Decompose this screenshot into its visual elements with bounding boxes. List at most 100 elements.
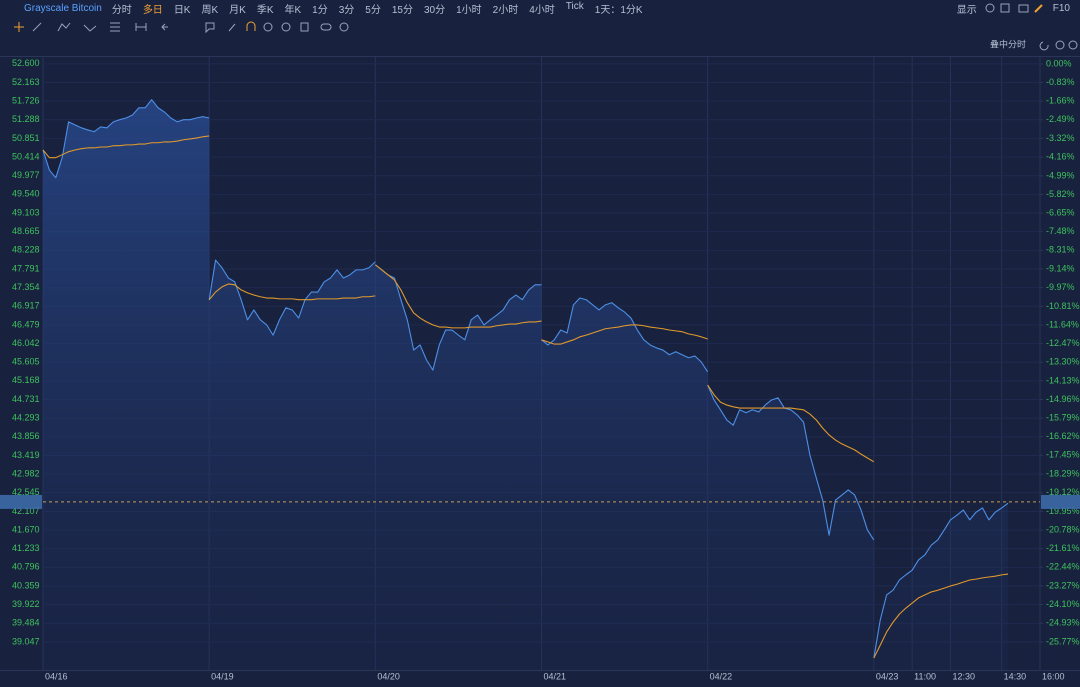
magnet-tool[interactable]: [246, 21, 256, 31]
y-tick-label: 44.293: [12, 413, 40, 423]
period-tab[interactable]: 分时: [111, 4, 132, 16]
period-tab[interactable]: 1分: [312, 4, 328, 16]
undo-tool[interactable]: [161, 23, 168, 31]
toolbar-right: 显示 F10: [957, 0, 1070, 16]
x-tick-label: 16:00: [1042, 671, 1065, 681]
range-tool[interactable]: [135, 23, 147, 31]
y2-tick-label: -9.97%: [1046, 282, 1075, 292]
period-tab[interactable]: 1天：1分K: [594, 4, 643, 16]
y-tick-label: 43.856: [12, 431, 40, 441]
y2-tick-label: -23.27%: [1046, 580, 1080, 590]
y-tick-label: 45.605: [12, 357, 40, 367]
period-tab[interactable]: 15分: [391, 4, 413, 16]
y-tick-label: 43.419: [12, 450, 40, 460]
y-tick-label: 42.107: [12, 506, 40, 516]
settings-icon[interactable]: [985, 3, 995, 13]
period-tab[interactable]: 2小时: [492, 4, 519, 16]
period-tab[interactable]: 季K: [256, 4, 274, 16]
x-tick-label: 14:30: [1004, 671, 1027, 681]
y-tick-label: 47.354: [12, 282, 40, 292]
link-tool[interactable]: [320, 23, 332, 31]
period-tab[interactable]: 月K: [229, 4, 246, 16]
price-area: [43, 99, 1009, 670]
y-tick-label: 46.479: [12, 319, 40, 329]
x-tick-label: 04/19: [211, 671, 234, 681]
period-tab[interactable]: 1小时: [456, 4, 482, 16]
y2-tick-label: -8.31%: [1046, 245, 1075, 255]
measure-tool[interactable]: [228, 23, 236, 32]
y2-tick-label: -20.78%: [1046, 524, 1080, 534]
period-tab[interactable]: 周K: [201, 4, 219, 16]
line-tool[interactable]: [32, 22, 42, 32]
axes: 04/16 04/19 04/20 04/21 04/22 04/23 11:00 12:30…: [0, 58, 1080, 681]
y-tick-label: 41.670: [12, 524, 40, 534]
toolbar-icons: [985, 3, 1043, 13]
current-percent-tag: [1041, 494, 1080, 509]
y2-tick-label: -6.65%: [1046, 207, 1075, 217]
y2-tick-label: 0.00%: [1046, 58, 1072, 68]
note-tool[interactable]: [205, 22, 215, 34]
period-tab[interactable]: 30分: [423, 4, 446, 16]
y-tick-label: 44.731: [12, 394, 40, 404]
zoom-in-icon[interactable]: [1068, 40, 1078, 50]
x-tick-label: 04/23: [876, 671, 899, 681]
toolbar: Grayscale Bitcoin 分时 多日 日K 周K 月K 季K 年K 1分 3分 5分 15…: [0, 0, 1080, 16]
zoom-out-icon[interactable]: [1055, 40, 1065, 50]
y2-tick-label: -1.66%: [1046, 96, 1075, 106]
y2-tick-label: -18.29%: [1046, 469, 1080, 479]
y-tick-label: 46.917: [12, 301, 40, 311]
y-tick-label: 42.982: [12, 468, 40, 478]
y-tick-label: 47.791: [12, 263, 40, 273]
period-tab[interactable]: 4小时: [529, 4, 555, 16]
period-tab[interactable]: 5分: [365, 4, 381, 16]
y2-tick-label: -7.48%: [1046, 226, 1075, 236]
x-tick-label: 04/22: [710, 671, 733, 681]
y2-tick-label: -25.77%: [1046, 636, 1080, 646]
x-tick-label: 12:30: [953, 671, 976, 681]
y2-tick-label: -0.83%: [1046, 77, 1075, 87]
y-tick-label: 52.163: [12, 77, 40, 87]
layout-icon[interactable]: [1000, 3, 1010, 13]
price-line: [42, 99, 1009, 659]
y2-tick-label: -2.49%: [1046, 114, 1075, 124]
y2-tick-label: -16.62%: [1046, 431, 1080, 441]
y-tick-label: 39.922: [12, 599, 40, 609]
current-price-tag: [0, 494, 42, 509]
period-tab[interactable]: 年K: [284, 4, 302, 16]
display-menu[interactable]: 显示: [956, 4, 977, 16]
visibility-tool[interactable]: [263, 22, 273, 32]
reset-icon[interactable]: [1039, 41, 1049, 51]
path-tool[interactable]: [57, 22, 71, 32]
y-tick-label: 48.665: [12, 226, 40, 236]
y2-tick-label: -21.61%: [1046, 543, 1080, 553]
y-tick-label: 51.288: [12, 114, 40, 124]
symbol[interactable]: Grayscale Bitcoin: [24, 2, 102, 14]
drawing-tools: [14, 21, 349, 34]
y2-tick-label: -14.96%: [1046, 394, 1080, 404]
y2-tick-label: -24.10%: [1046, 599, 1080, 609]
y2-tick-label: -4.99%: [1046, 170, 1075, 180]
tool-settings[interactable]: [339, 22, 349, 32]
period-tab[interactable]: 多日: [142, 4, 163, 16]
period-tab[interactable]: 3分: [338, 4, 355, 16]
overlay-label[interactable]: 叠中分时: [990, 38, 1026, 49]
period-tabs: 分时 多日 日K 周K 月K 季K 年K 1分 3分 5分 15分 30分 1小时 2小时 4小时 Tick 1…: [112, 1, 654, 16]
delete-tool[interactable]: [300, 22, 309, 32]
camera-icon[interactable]: [1018, 4, 1029, 13]
x-tick-label: 04/21: [544, 671, 567, 681]
fib-tool[interactable]: [110, 22, 120, 32]
period-tab[interactable]: Tick: [565, 0, 584, 12]
f10-button[interactable]: F10: [1052, 2, 1070, 14]
period-tab[interactable]: 日K: [173, 4, 191, 16]
draw-icon[interactable]: [1034, 4, 1043, 13]
y-tick-label: 45.168: [12, 375, 40, 385]
y2-tick-label: -13.30%: [1046, 357, 1080, 367]
y-tick-label: 50.414: [12, 151, 40, 161]
y2-tick-label: -17.45%: [1046, 450, 1080, 460]
hide-tool[interactable]: [281, 22, 291, 32]
y-tick-label: 50.851: [12, 133, 40, 143]
y-tick-label: 49.977: [12, 170, 40, 180]
wave-tool[interactable]: [83, 24, 97, 32]
move-tool[interactable]: [14, 22, 24, 32]
